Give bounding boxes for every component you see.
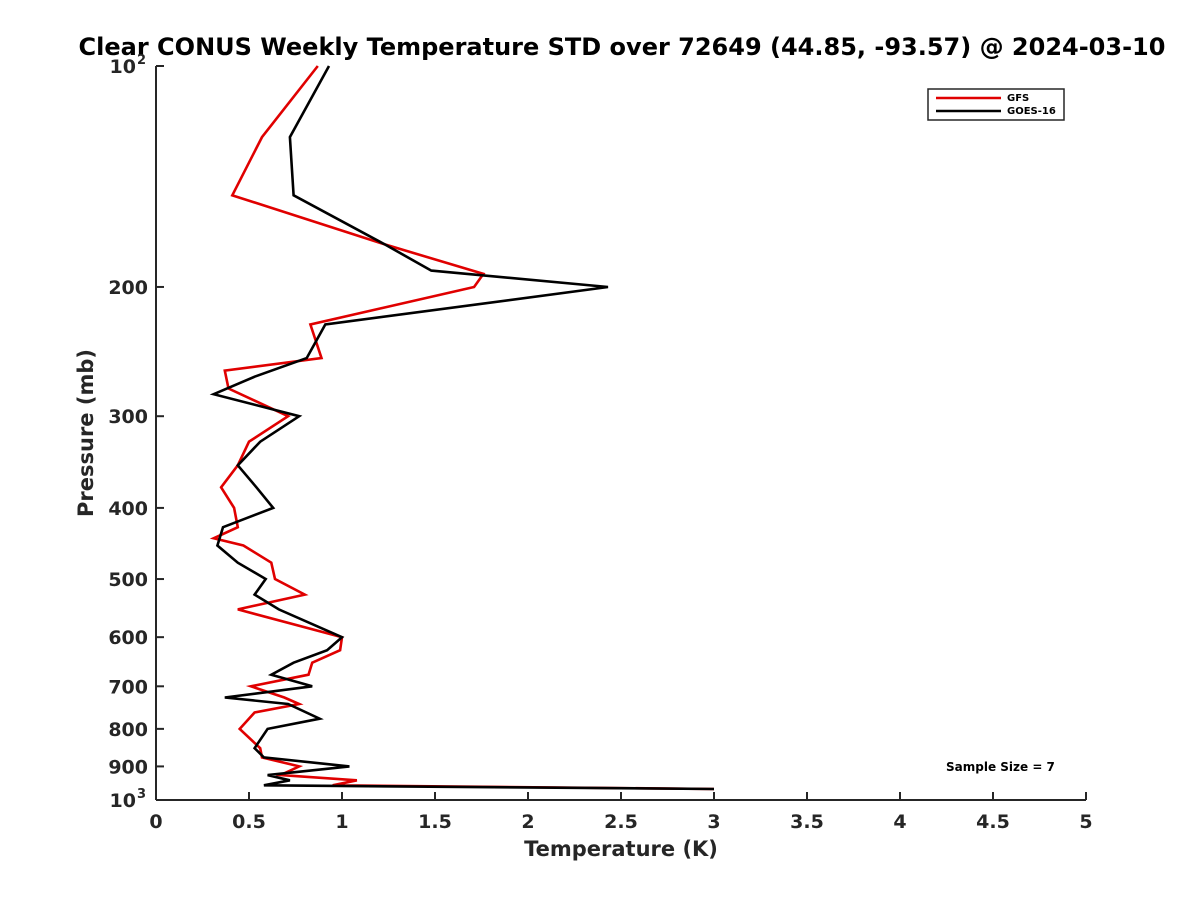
legend-box [927, 88, 1065, 121]
series-line-goes-16 [209, 65, 715, 791]
y-tick-label: 800 [108, 719, 148, 741]
x-tick-label: 4 [893, 811, 906, 833]
x-tick-label: 3.5 [790, 811, 824, 833]
legend-label-gfs: GFS [1007, 93, 1029, 104]
x-tick-label: 1.5 [418, 811, 452, 833]
legend: GFS GOES-16 [927, 88, 1065, 121]
x-axis-label: Temperature (K) [524, 837, 718, 861]
x-tick-label: 3 [707, 811, 720, 833]
series-layer [209, 65, 715, 791]
x-tick-label: 2.5 [604, 811, 638, 833]
y-tick-label: 600 [108, 627, 148, 649]
y-tick-label: 10 2 [110, 53, 147, 78]
sample-size-annotation: Sample Size = 7 [946, 760, 1055, 774]
y-tick-exponent: 3 [137, 787, 146, 802]
y-tick-label: 900 [108, 756, 148, 778]
x-tick-label: 4.5 [976, 811, 1010, 833]
y-tick-label: 700 [108, 676, 148, 698]
y-tick-label: 10 3 [110, 787, 147, 812]
y-tick-label: 500 [108, 569, 148, 591]
x-ticks: 0 0.5 1 1.5 2 2.5 3 3.5 4 4.5 5 [149, 792, 1093, 833]
y-axis-label: Pressure (mb) [74, 349, 98, 517]
axes [155, 66, 1086, 801]
y-tick-label: 400 [108, 498, 148, 520]
y-tick-base: 10 [110, 790, 136, 812]
chart-title: Clear CONUS Weekly Temperature STD over … [79, 33, 1166, 61]
x-tick-label: 2 [521, 811, 534, 833]
legend-label-goes-16: GOES-16 [1007, 106, 1056, 117]
x-tick-label: 1 [335, 811, 348, 833]
x-tick-label: 5 [1079, 811, 1092, 833]
x-tick-label: 0.5 [232, 811, 266, 833]
y-tick-base: 10 [110, 56, 136, 78]
y-tick-label: 300 [108, 406, 148, 428]
x-tick-label: 0 [149, 811, 162, 833]
y-tick-exponent: 2 [137, 53, 146, 68]
y-tick-label: 200 [108, 277, 148, 299]
